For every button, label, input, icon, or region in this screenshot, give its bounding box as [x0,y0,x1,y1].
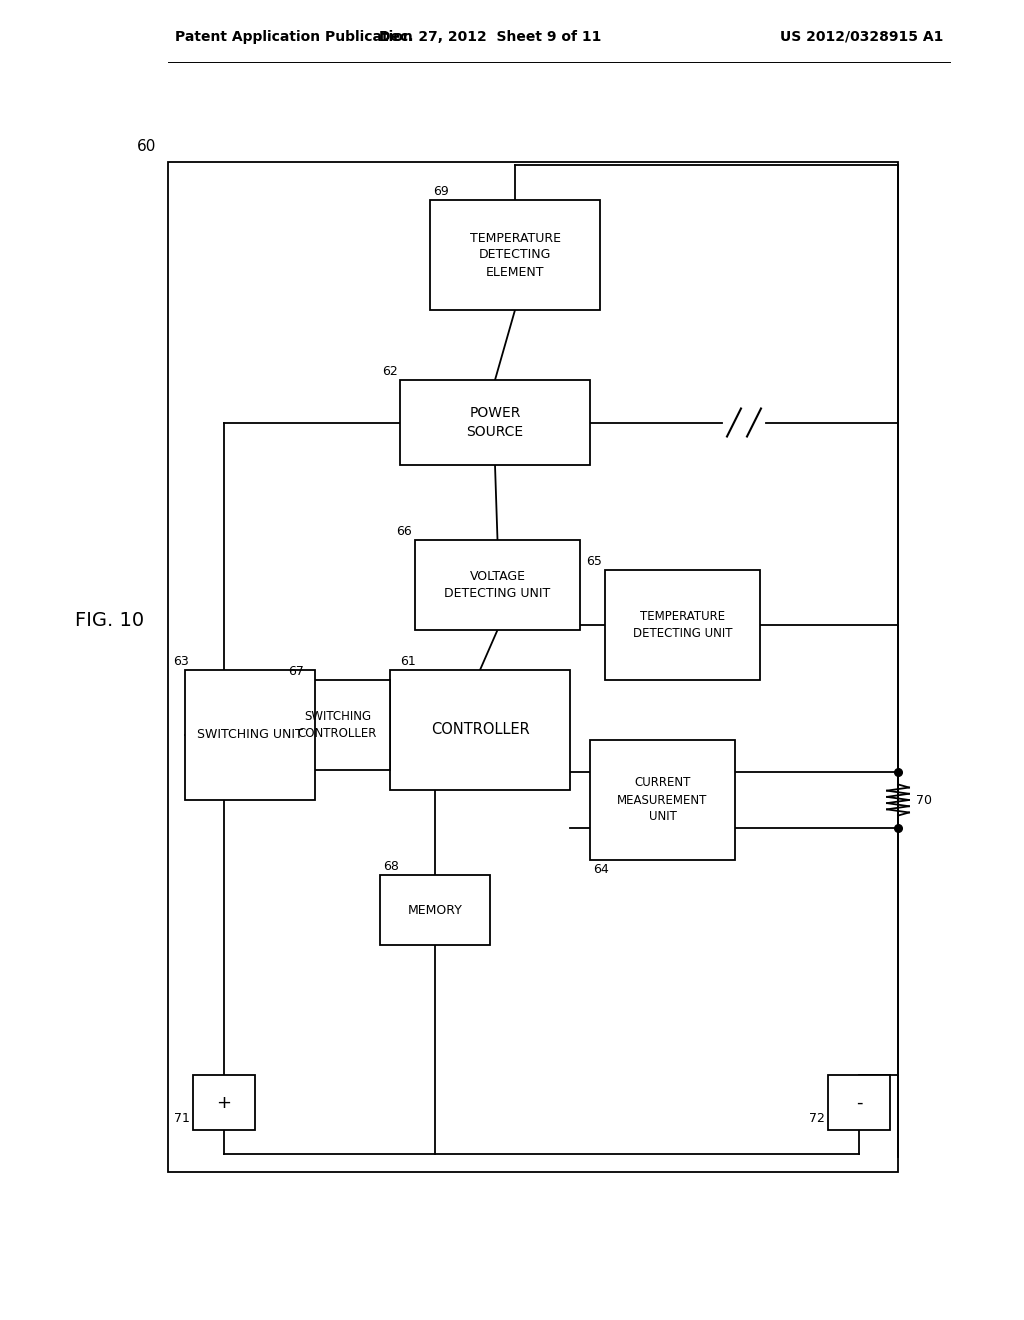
Text: POWER
SOURCE: POWER SOURCE [467,407,523,438]
Text: 62: 62 [382,366,398,378]
Bar [168,162,898,1172]
Text: 61: 61 [400,655,416,668]
Text: 70: 70 [916,793,932,807]
Text: SWITCHING UNIT: SWITCHING UNIT [198,729,303,742]
Text: MEMORY: MEMORY [408,903,463,916]
Text: 64: 64 [593,863,608,876]
Text: 68: 68 [383,861,399,873]
Text: TEMPERATURE
DETECTING UNIT: TEMPERATURE DETECTING UNIT [633,610,732,640]
Text: 71: 71 [174,1111,190,1125]
Bar [400,380,590,465]
Bar [185,671,315,800]
Text: TEMPERATURE
DETECTING
ELEMENT: TEMPERATURE DETECTING ELEMENT [469,231,560,279]
Bar [828,1074,890,1130]
Text: 63: 63 [173,655,188,668]
Text: Patent Application Publication: Patent Application Publication [175,30,413,44]
Text: 65: 65 [586,554,602,568]
Text: VOLTAGE
DETECTING UNIT: VOLTAGE DETECTING UNIT [444,570,551,601]
Bar [415,540,580,630]
Text: 67: 67 [288,665,304,678]
Text: FIG. 10: FIG. 10 [76,610,144,630]
Text: 60: 60 [136,139,156,154]
Text: 72: 72 [809,1111,825,1125]
Text: 66: 66 [396,525,412,539]
Bar [430,201,600,310]
Bar [590,741,735,861]
Text: +: + [216,1093,231,1111]
Bar [193,1074,255,1130]
Text: SWITCHING
CONTROLLER: SWITCHING CONTROLLER [298,710,377,741]
Text: 69: 69 [433,185,449,198]
Text: -: - [856,1093,862,1111]
Text: Dec. 27, 2012  Sheet 9 of 11: Dec. 27, 2012 Sheet 9 of 11 [379,30,601,44]
Bar [390,671,570,789]
Bar [605,570,760,680]
Text: US 2012/0328915 A1: US 2012/0328915 A1 [780,30,943,44]
Text: CONTROLLER: CONTROLLER [431,722,529,738]
Bar [285,680,390,770]
Bar [380,875,490,945]
Text: CURRENT
MEASUREMENT
UNIT: CURRENT MEASUREMENT UNIT [617,776,708,824]
